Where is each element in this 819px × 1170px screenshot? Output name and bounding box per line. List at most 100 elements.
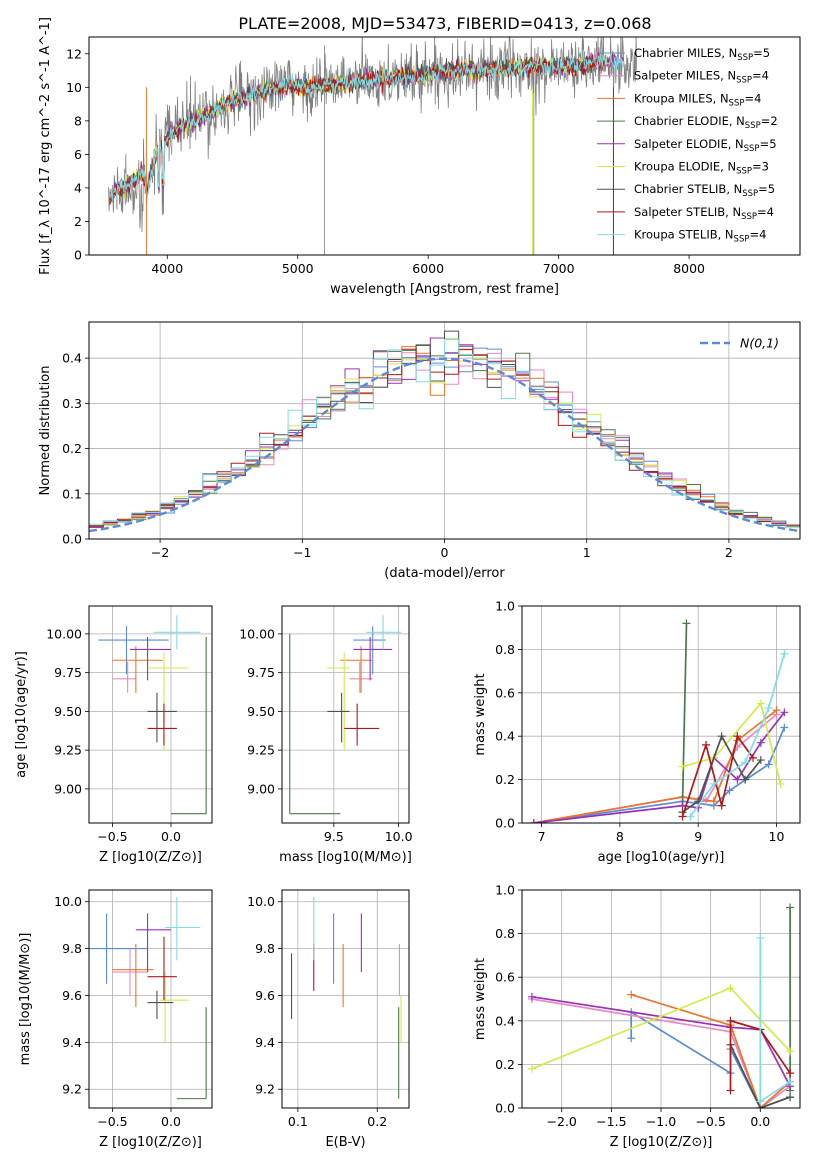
age-vs-Z-xlabel: Z [log10(Z/Z⊙)] [99,850,202,865]
spectrum-ytick-label: 10 [66,80,82,95]
mass-vs-Z-ylabel: mass [log10(M/M⊙)] [18,933,33,1066]
age-vs-Z-ytick-label: 9.00 [54,781,82,796]
age-vs-mass-ytick-label: 9.75 [247,665,275,680]
age-vs-mass-xlabel: mass [log10(M/M⊙)] [279,850,412,865]
weight-vs-Z-marker-2-0 [627,990,636,999]
age-vs-Z-ytick-label: 10.00 [46,626,82,641]
weight-vs-Z-ytick-label: 0.0 [495,1101,515,1116]
weight-vs-age-series-line-5 [682,701,782,785]
spectrum-xtick-label: 8000 [673,261,705,276]
weight-vs-age-marker-6-3 [741,775,750,784]
residuals-xtick-label: 1 [583,545,591,560]
weight-vs-age-ytick-label: 0.6 [495,685,515,700]
residuals-ytick-label: 0.1 [62,486,82,501]
weight-vs-age-series [529,619,789,823]
mass-vs-Z-ytick-label: 9.2 [62,1082,82,1097]
age-vs-mass-points [289,615,402,815]
mass-vs-Z-xtick-label: 0.0 [161,1114,181,1129]
mass-vs-Z-xlabel: Z [log10(Z/Z⊙)] [99,1135,202,1150]
residuals-ytick-label: 0.4 [62,351,82,366]
weight-vs-age-ytick-label: 0.2 [495,772,515,787]
legend-label-2: Kroupa MILES, NSSP=4 [634,91,761,108]
weight-vs-age-marker-5-3 [776,779,785,788]
age-vs-Z-xtick-label: 0.0 [161,829,181,844]
weight-vs-Z-marker-8-2 [786,1077,795,1086]
mass-vs-Z-ytick-label: 9.6 [62,988,82,1003]
legend-label-4: Salpeter ELODIE, NSSP=5 [634,137,777,154]
weight-vs-age-xtick-label: 9 [694,829,702,844]
spectrum-model-line-6 [109,55,605,201]
legend-label-0: Chabrier MILES, NSSP=5 [634,46,770,63]
mass-vs-ebv-points [290,897,402,1099]
weight-vs-Z-ytick-label: 0.6 [495,970,515,985]
weight-vs-age-ytick-label: 1.0 [495,599,515,614]
residuals-panel: −2 −1 0 1 2 0.0 0.1 0.2 0.3 0.4 (data-model)/error… [38,321,801,581]
weight-vs-Z-series-line-7 [729,1019,791,1091]
mass-vs-ebv-ytick-label: 9.2 [255,1082,275,1097]
weight-vs-Z-xtick-label: −1.5 [596,1114,626,1129]
weight-vs-Z-marker-3-1 [786,903,795,912]
mass-vs-ebv-ytick-label: 10.0 [247,894,275,909]
age-vs-Z-ytick-label: 9.75 [54,665,82,680]
weight-vs-age-xtick-label: 8 [616,829,624,844]
spectrum-ytick-label: 12 [66,46,82,61]
weight-vs-age-marker-7-2 [717,801,726,810]
weight-vs-age-marker-8-0 [686,812,695,821]
residual-hist-8 [89,339,800,528]
weight-vs-age-marker-2-2 [709,797,718,806]
weight-vs-Z-marker-6-2 [786,1093,795,1102]
weight-vs-Z-marker-8-1 [756,1097,765,1106]
figure-title: PLATE=2008, MJD=53473, FIBERID=0413, z=0… [238,14,651,33]
weight-vs-age-marker-2-4 [772,706,781,715]
spectrum-ytick-label: 4 [74,180,82,195]
weight-vs-Z-marker-7-3 [786,1069,795,1078]
residuals-xlabel: (data-model)/error [384,566,505,581]
mass-vs-ebv-xtick-label: 0.2 [367,1114,387,1129]
residuals-xtick-label: 0 [441,545,449,560]
age-vs-mass-ytick-label: 9.00 [247,781,275,796]
weight-vs-age-marker-0-5 [780,723,789,732]
age-vs-Z-ytick-label: 9.50 [54,704,82,719]
weight-vs-age-ytick-label: 0.8 [495,642,515,657]
weight-vs-age-ylabel: mass weight [473,673,488,755]
weight-vs-Z-marker-7-1 [726,1016,735,1025]
spectrum-xtick-label: 7000 [543,261,575,276]
legend-label-normal: N(0,1) [740,336,779,351]
residuals-ytick-label: 0.2 [62,441,82,456]
mass-vs-ebv-ytick-label: 9.6 [255,988,275,1003]
weight-vs-Z-marker-7-0 [726,1086,735,1095]
residuals-xtick-label: 2 [725,545,733,560]
spectrum-model-line-8 [109,49,624,201]
weight-vs-age-marker-6-4 [756,756,765,765]
weight-vs-age-frame [521,605,801,824]
weight-vs-Z-ytick-label: 1.0 [495,883,515,898]
residuals-xtick-label: −1 [293,545,311,560]
residuals-xtick-label: −2 [151,545,169,560]
weight-vs-age-marker-5-2 [756,699,765,708]
mass-vs-Z-xtick-label: −0.5 [97,1114,127,1129]
weight-vs-age-marker-0-3 [725,786,734,795]
weight-vs-Z-marker-5-2 [786,1047,795,1056]
age-vs-Z-points [98,615,207,815]
age-vs-mass-ytick-label: 10.00 [239,626,275,641]
weight-vs-Z-xtick-label: −2.0 [547,1114,577,1129]
weight-vs-Z-series-line-4 [531,995,791,1087]
weight-vs-Z-marker-5-1 [726,984,735,993]
weight-vs-age-marker-4-6 [780,708,789,717]
weight-vs-age-xlabel: age [log10(age/yr)] [598,850,725,865]
mass-vs-ebv-ytick-label: 9.8 [255,941,275,956]
weight-vs-Z-panel: −2.0 −1.5 −1.0 −0.5 0.0 0.0 0.2 0.4 0.6 0.8 1.0 Z [… [473,883,801,1150]
weight-vs-Z-series-line-6 [729,1044,791,1108]
weight-vs-age-marker-8-3 [764,703,773,712]
spectrum-ylabel: Flux [f_λ 10^-17 erg cm^-2 s^-1 A^-1] [38,17,53,275]
mass-vs-Z-ytick-label: 9.4 [62,1035,82,1050]
legend-label-1: Salpeter MILES, NSSP=4 [634,69,769,86]
weight-vs-Z-xtick-label: −0.5 [695,1114,725,1129]
mass-vs-Z-frame [88,889,213,1109]
weight-vs-age-panel: 7 8 9 10 0.0 0.2 0.4 0.6 0.8 1.0 age [log10(age/yr… [473,599,801,865]
weight-vs-age-marker-3-1 [682,619,691,628]
weight-vs-age-marker-4-0 [529,819,538,823]
mass-vs-Z-ytick-label: 10.0 [54,894,82,909]
weight-vs-age-series-line-0 [533,727,786,823]
weight-vs-age-marker-0-4 [764,760,773,769]
